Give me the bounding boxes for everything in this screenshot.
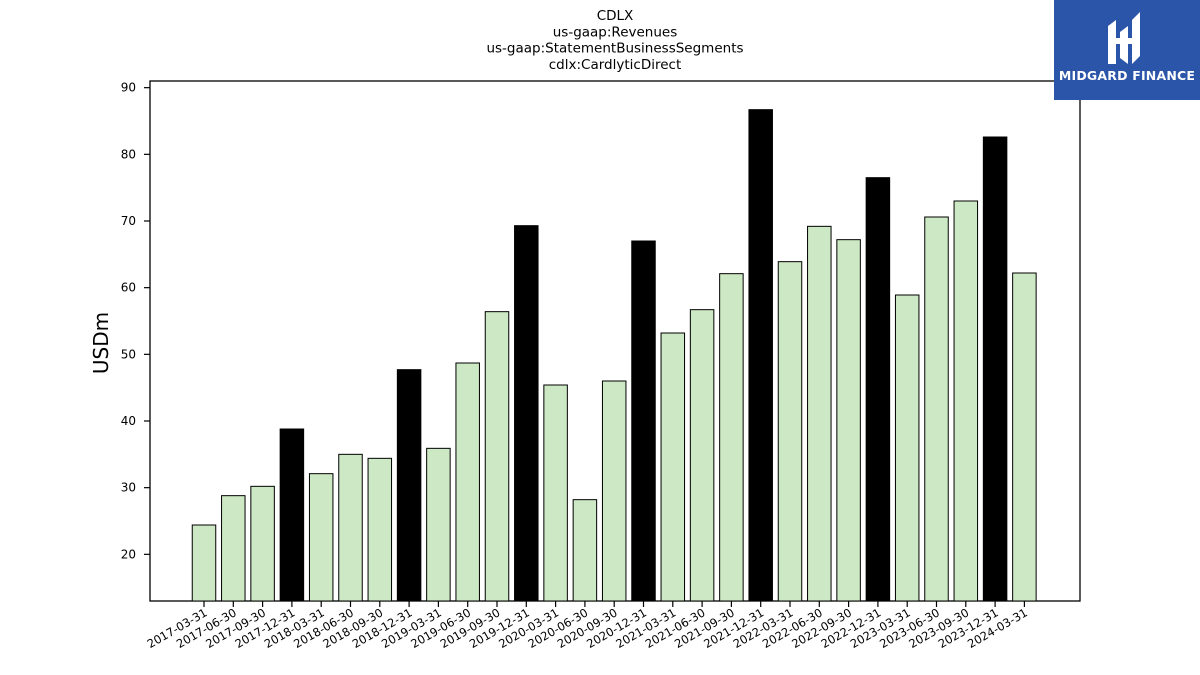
chart-title-line: CDLX [597,8,634,24]
bar-2018-12-31 [396,369,422,602]
y-tick-label: 80 [121,147,136,161]
y-tick-label: 20 [121,547,136,561]
bar-2018-03-31 [308,473,334,602]
chart-title-line: us-gaap:Revenues [553,24,678,40]
bar-2017-12-31 [279,428,305,602]
bars-group [191,109,1037,602]
y-tick-label: 40 [121,414,136,428]
y-tick-label: 30 [121,481,136,495]
bar-2022-12-31 [865,177,891,602]
y-tick-label: 50 [121,347,136,361]
chart-title-line: us-gaap:StatementBusinessSegments [486,41,743,57]
midgard-finance-logo: MIDGARD FINANCE [1054,0,1200,100]
bar-2020-03-31 [543,384,568,602]
bar-2019-03-31 [426,447,451,602]
chart-title: CDLXus-gaap:Revenuesus-gaap:StatementBus… [486,8,743,73]
bar-2017-09-30 [250,485,275,602]
bar-2018-09-30 [367,457,393,602]
bar-2021-03-31 [660,332,686,602]
bar-2018-06-30 [338,453,363,602]
bar-2023-03-31 [894,294,920,602]
bar-2020-12-31 [631,240,656,602]
y-axis: 20 30 40 50 60 70 80 90 [121,81,150,561]
bar-2021-09-30 [719,273,744,602]
bar-2020-09-30 [601,380,627,602]
bar-2022-06-30 [807,225,832,602]
y-axis-label: USDm [89,312,113,374]
bar-2019-06-30 [455,362,480,602]
bar-2021-12-31 [748,109,773,602]
bar-2019-12-31 [514,225,539,602]
bar-2022-03-31 [777,261,803,602]
bar-2023-09-30 [953,200,979,602]
bar-2017-03-31 [191,524,217,602]
logo-text: MIDGARD FINANCE [1058,68,1196,83]
bar-2019-09-30 [484,311,510,602]
midgard-logo-icon [1108,12,1140,64]
bar-2023-06-30 [924,216,949,602]
bar-2023-12-31 [982,136,1008,602]
bar-2022-09-30 [836,239,861,602]
bar-2024-03-31 [1012,272,1037,602]
chart-title-line: cdlx:CardlyticDirect [549,57,682,73]
bar-2021-06-30 [689,309,715,602]
y-tick-label: 90 [121,81,136,95]
bar-2020-06-30 [572,499,598,602]
x-axis: 2017-03-312017-06-302017-09-302017-12-31… [145,601,1030,651]
y-tick-label: 70 [121,214,136,228]
bar-2017-06-30 [221,495,246,602]
y-tick-label: 60 [121,281,136,295]
